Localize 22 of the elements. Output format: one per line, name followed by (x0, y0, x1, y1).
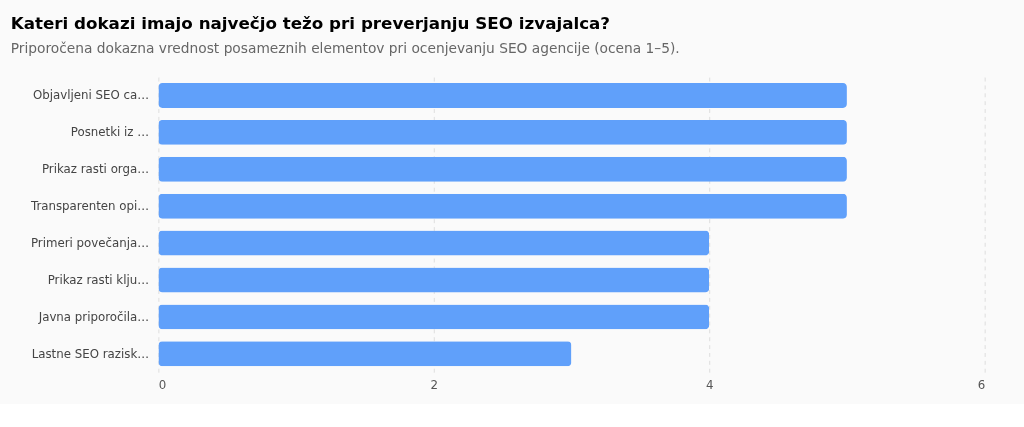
y-tick-label: Posnetki iz … (70, 125, 150, 140)
y-tick-label: Transparenten opi… (29, 199, 150, 214)
chart-subtitle: Priporočena dokazna vrednost posameznih elementov pri ocenjevanju SEO agencije (ocena 1–5). (10, 40, 680, 57)
bar (158, 341, 572, 367)
chart-title: Kateri dokazi imajo največjo težo pri preverjanju SEO izvajalca? (10, 12, 611, 33)
bar (158, 83, 847, 108)
bar (158, 267, 710, 293)
bar (158, 230, 710, 256)
y-tick-label: Primeri povečanja… (30, 236, 150, 250)
y-tick-label: Prikaz rasti orga… (41, 162, 150, 177)
y-tick-label: Objavljeni SEO ca… (32, 88, 150, 103)
bar (158, 156, 847, 182)
bar (158, 193, 847, 219)
y-tick-label: Prikaz rasti klju… (47, 272, 150, 287)
x-tick-label: 4 (705, 378, 714, 393)
x-tick-label: 0 (158, 378, 167, 393)
x-tick-label: 6 (977, 378, 986, 393)
bar (158, 119, 847, 145)
y-tick-label: Lastne SEO razisk… (31, 346, 150, 361)
x-tick-label: 2 (430, 378, 439, 393)
bar (158, 304, 710, 330)
y-tick-label: Javna priporočila… (37, 309, 150, 324)
